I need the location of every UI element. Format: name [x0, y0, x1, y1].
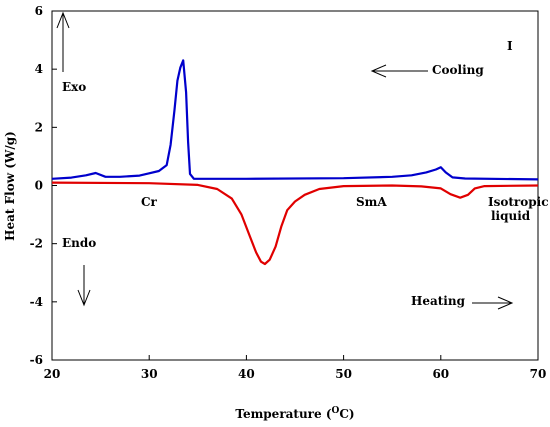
y-tick-label: 4 — [35, 62, 43, 76]
y-tick-label: -2 — [30, 237, 43, 251]
cooling-label: Cooling — [432, 63, 484, 77]
isotropic-liquid-label-line2: liquid — [491, 209, 531, 223]
endo-label: Endo — [62, 236, 96, 250]
endo-down-arrow-icon — [77, 265, 91, 307]
cr-phase-label: Cr — [141, 195, 158, 209]
y-tick-label: -4 — [30, 295, 43, 309]
y-tick-label: 0 — [35, 179, 43, 193]
series-layer — [51, 59, 539, 266]
y-tick-label: 6 — [35, 4, 43, 18]
x-axis: 20 30 40 50 60 70 — [44, 355, 547, 381]
x-tick-label: 30 — [141, 367, 158, 381]
x-tick-label: 70 — [530, 367, 547, 381]
x-tick-label: 50 — [335, 367, 352, 381]
isotropic-liquid-label-line1: Isotropic — [488, 195, 549, 209]
y-tick-label: 2 — [35, 120, 43, 134]
y-axis-title: Heat Flow (W/g) — [3, 131, 17, 241]
exo-label: Exo — [62, 80, 86, 94]
heating-label: Heating — [411, 294, 466, 308]
x-tick-label: 60 — [432, 367, 449, 381]
x-tick-label: 40 — [238, 367, 255, 381]
heating-curve — [51, 181, 539, 266]
isotropic-phase-label: I — [507, 39, 513, 53]
y-axis: -6 -4 -2 0 2 4 6 — [30, 4, 57, 367]
x-tick-label: 20 — [44, 367, 61, 381]
cooling-curve — [51, 59, 539, 181]
heating-arrow-icon — [472, 296, 514, 310]
sma-phase-label: SmA — [356, 195, 387, 209]
exo-up-arrow-icon — [56, 11, 70, 72]
x-axis-title: Temperature (OC) — [235, 406, 354, 421]
y-tick-label: -6 — [30, 353, 43, 367]
cooling-arrow-icon — [370, 64, 428, 78]
